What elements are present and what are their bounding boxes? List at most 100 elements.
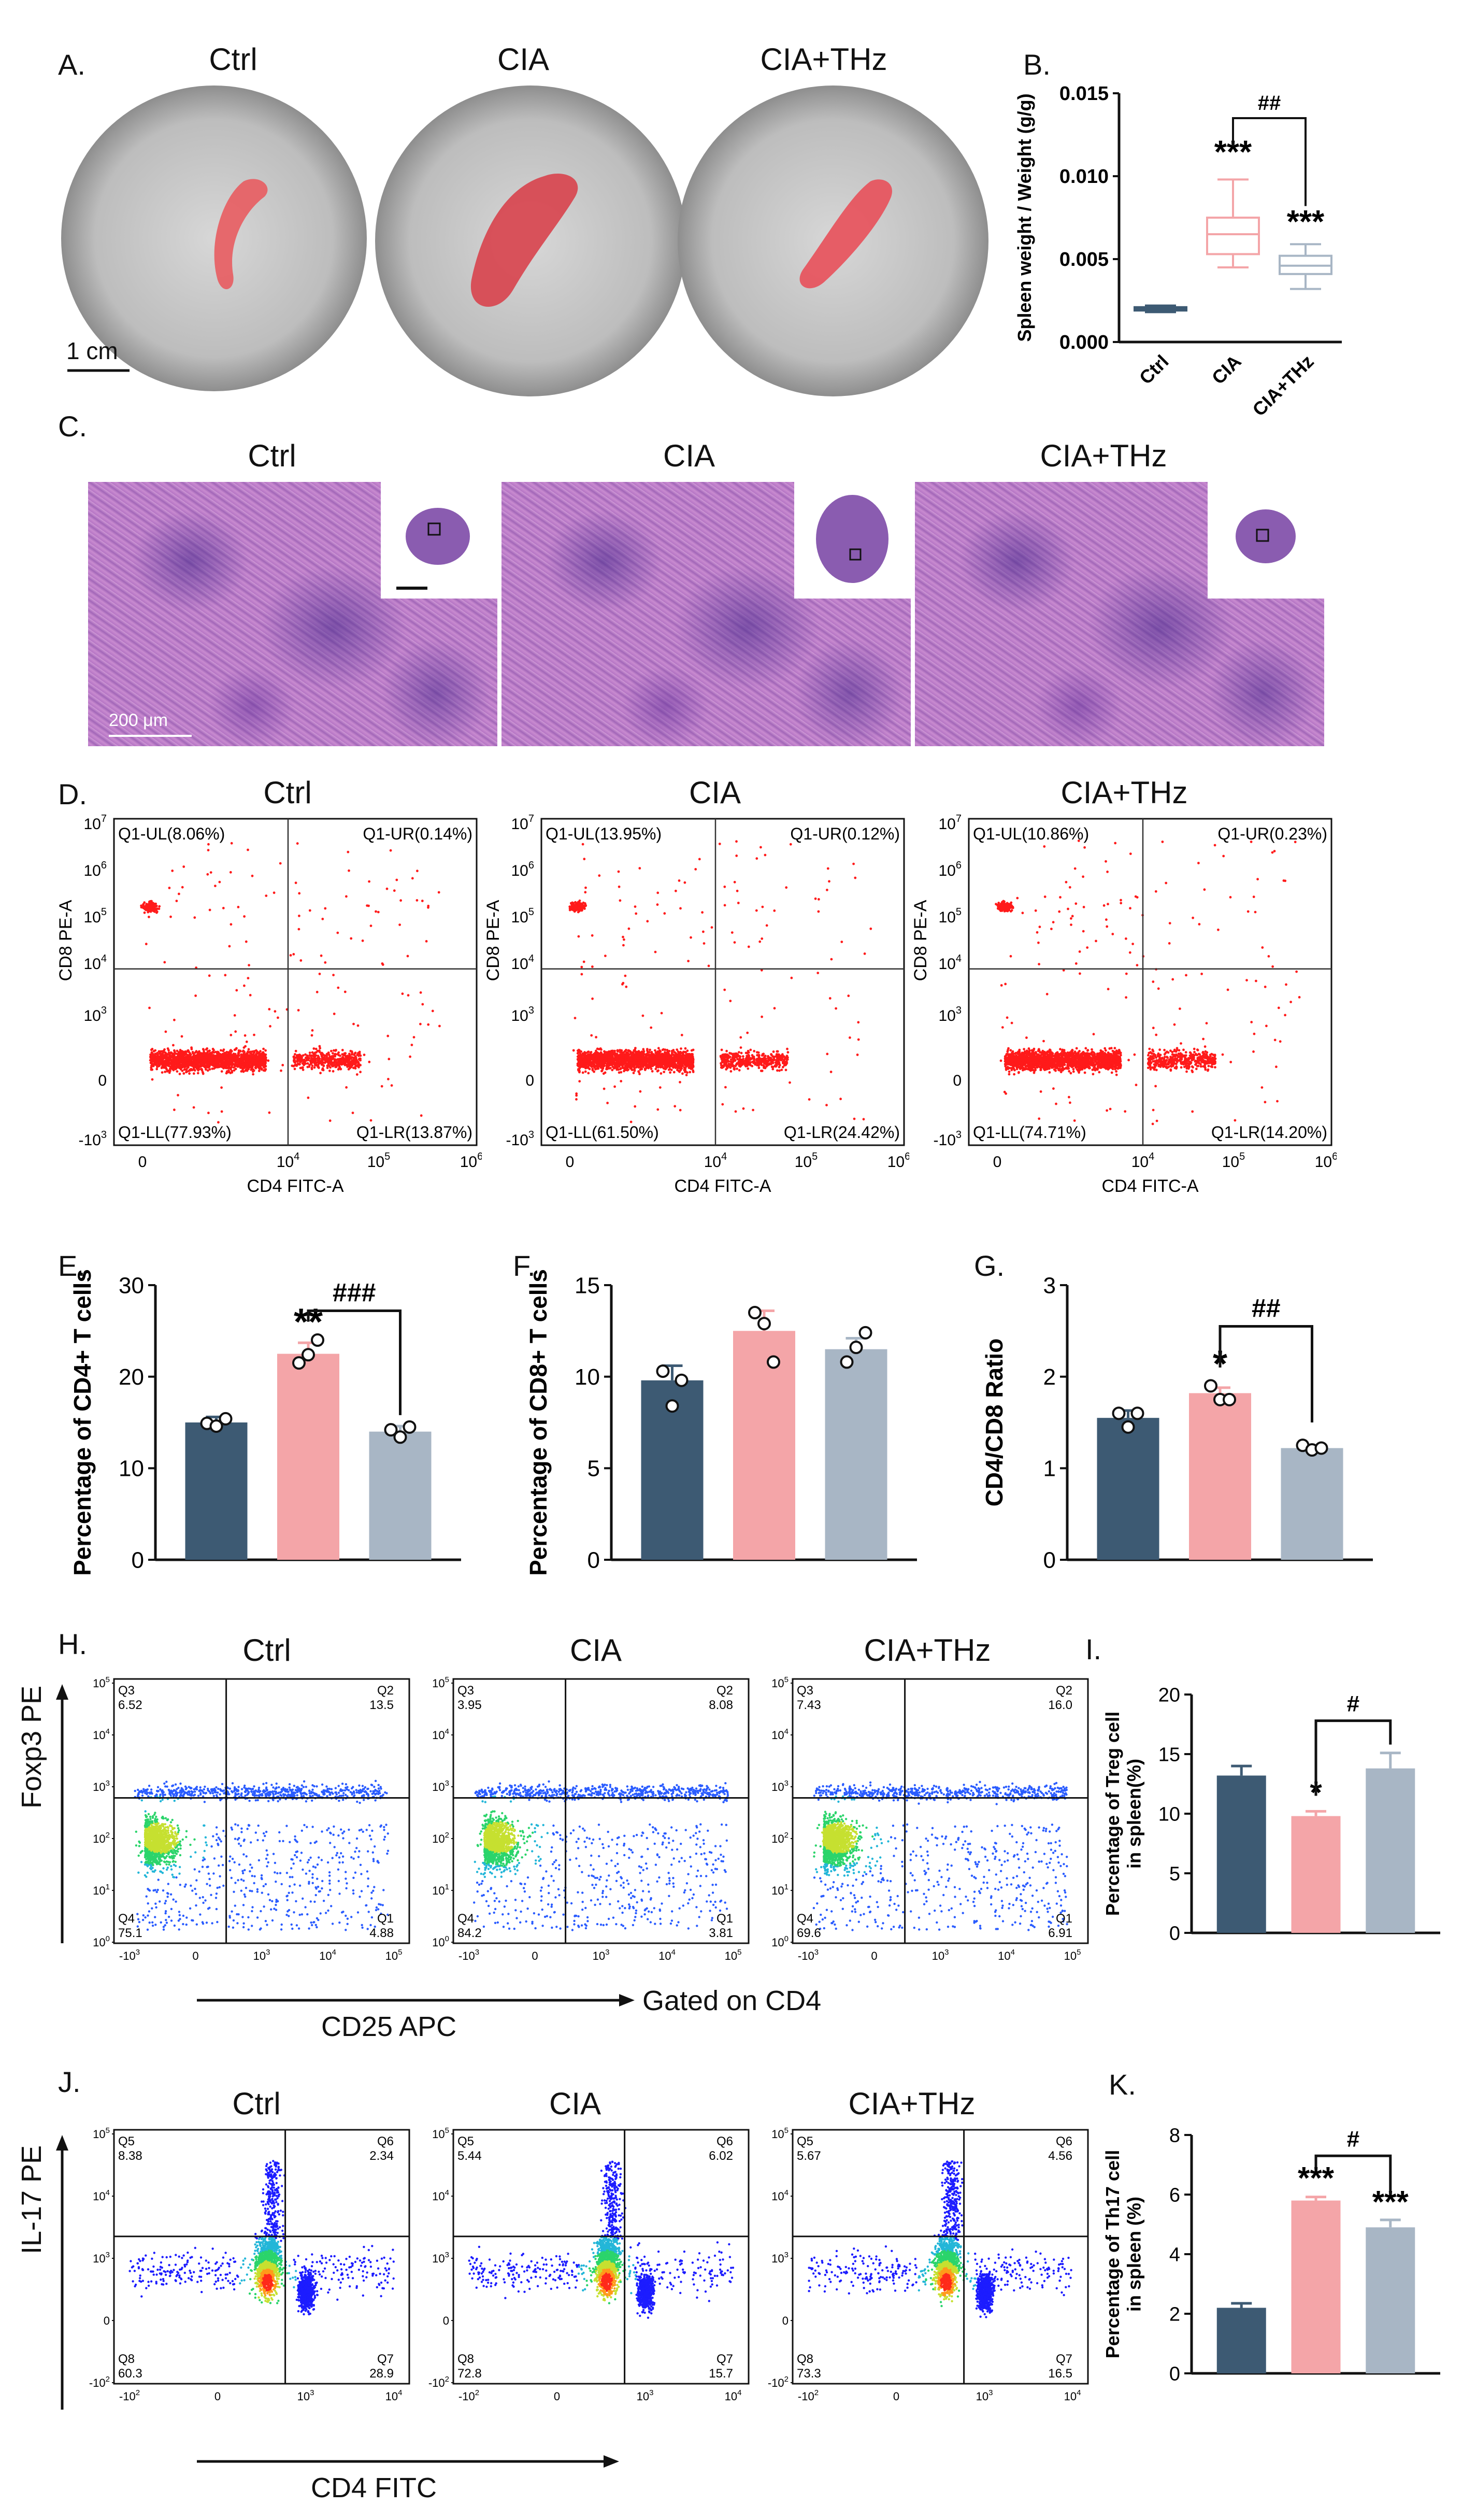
flow-d-cia-thz: Q1-UL(10.86%) Q1-UR(0.23%) Q1-LL(74.71%) Q1… bbox=[911, 813, 1338, 1207]
panel-j-title-cia-thz: CIA+THz bbox=[824, 2086, 1000, 2122]
y-tick-label: 4 bbox=[1169, 2244, 1180, 2266]
x-tick-label: 0 bbox=[993, 1154, 1002, 1171]
data-point bbox=[840, 1355, 854, 1369]
data-point bbox=[748, 1306, 762, 1319]
y-tick-label: 104 bbox=[84, 953, 107, 973]
panel-label-g: G. bbox=[974, 1249, 1005, 1283]
y-tick-label: 105 bbox=[84, 906, 107, 926]
histology-inset-cia-thz bbox=[1208, 482, 1324, 599]
bar bbox=[1291, 1816, 1341, 1933]
y-tick-label: 10 bbox=[1158, 1803, 1180, 1825]
y-tick-label: 1 bbox=[1043, 1456, 1056, 1482]
y-tick-label: 2 bbox=[1169, 2303, 1180, 2325]
x-tick-label: 103 bbox=[976, 2388, 993, 2403]
x-tick-label: 0 bbox=[871, 1949, 877, 1962]
histology-cia-thz bbox=[915, 482, 1324, 746]
significance-bracket bbox=[307, 1309, 402, 1415]
x-tick-label: CIA+THz bbox=[1248, 351, 1317, 420]
quadrant-ur: Q1-UR(0.23%) bbox=[1217, 824, 1327, 843]
y-tick-label: 103 bbox=[84, 1005, 107, 1024]
quadrant-ur-value: 16.0 bbox=[1048, 1698, 1072, 1712]
x-axis-label: CD4 FITC-A bbox=[675, 1176, 771, 1196]
quadrant-ur-value: 8.08 bbox=[709, 1698, 733, 1712]
significance-hash: # bbox=[1347, 1691, 1359, 1717]
chart-f-bar: 0 5 10 15 Percentage of CD8+ T cells bbox=[525, 1269, 917, 1576]
x-axis-label: CD4 FITC-A bbox=[1102, 1176, 1199, 1196]
panel-d-title-ctrl: Ctrl bbox=[223, 775, 352, 810]
quadrant-lr: Q1-LR(24.42%) bbox=[784, 1123, 900, 1142]
x-tick-label: 104 bbox=[704, 1151, 727, 1171]
flow-dots bbox=[140, 842, 441, 1124]
plot-frame bbox=[452, 1678, 750, 1944]
y-axis-label: CD8 PE-A bbox=[57, 900, 76, 981]
y-tick-label: 0 bbox=[98, 1072, 107, 1089]
spleen-images bbox=[67, 173, 892, 372]
quadrant-ul: Q1-UL(13.95%) bbox=[546, 824, 662, 843]
quadrant-lr-name: Q7 bbox=[1056, 2352, 1072, 2366]
y-tick-label: 105 bbox=[771, 2126, 789, 2141]
data-point bbox=[302, 1348, 315, 1362]
significance-bracket bbox=[1314, 1719, 1392, 1796]
plot-frame bbox=[452, 2129, 750, 2385]
quadrant-ul: Q1-UL(8.06%) bbox=[118, 824, 225, 843]
y-tick-label: 0 bbox=[953, 1072, 962, 1089]
y-tick-label: 20 bbox=[1158, 1684, 1180, 1706]
quadrant-ur-name: Q6 bbox=[377, 2134, 394, 2148]
panel-label-f: F. bbox=[513, 1249, 536, 1283]
quadrant-ul-value: 3.95 bbox=[457, 1698, 482, 1712]
y-tick-label: 3 bbox=[1043, 1273, 1056, 1298]
quadrant-ll-name: Q4 bbox=[457, 1912, 474, 1926]
panel-label-e: E. bbox=[58, 1249, 85, 1283]
y-tick-label: 15 bbox=[575, 1273, 600, 1298]
y-axis-label-line: in spleen(%) bbox=[1123, 1759, 1144, 1869]
data-point bbox=[849, 1341, 863, 1355]
histology-inset-cia bbox=[794, 482, 911, 599]
y-tick-label: 106 bbox=[84, 860, 107, 879]
significance-stars: ** bbox=[294, 1301, 323, 1343]
flow-j-cia: Q5 5.44 Q6 6.02 Q8 72.8 Q7 15.7 105 104 103 0 -102 -1… bbox=[422, 2125, 754, 2415]
x-tick-label: 104 bbox=[277, 1151, 300, 1171]
y-axis-label: Percentage of CD8+ T cells bbox=[525, 1269, 552, 1576]
y-tick-label: 15 bbox=[1158, 1744, 1180, 1766]
data-point bbox=[1130, 1406, 1144, 1420]
significance-hash: ## bbox=[1258, 92, 1281, 115]
data-point bbox=[1314, 1441, 1328, 1455]
x-tick-label: 0 bbox=[566, 1154, 575, 1171]
data-point bbox=[219, 1412, 233, 1426]
quadrant-ul: Q1-UL(10.86%) bbox=[973, 824, 1089, 843]
y-axis-label-line: Percentage of Treg cell bbox=[1102, 1712, 1123, 1916]
panel-label-a: A. bbox=[58, 48, 85, 81]
flow-d-ctrl: Q1-UL(8.06%) Q1-UR(0.14%) Q1-LL(77.93%) Q1-… bbox=[56, 813, 483, 1207]
plot-frame bbox=[113, 1678, 410, 1944]
y-tick-label: 107 bbox=[84, 814, 107, 833]
x-tick-label: CIA bbox=[1208, 351, 1245, 389]
y-axis-label: Percentage of CD4+ T cells bbox=[69, 1269, 96, 1576]
y-axis-label: CD8 PE-A bbox=[912, 900, 930, 981]
y-tick-label: 0 bbox=[1169, 2363, 1180, 2385]
y-tick-label: 0.015 bbox=[1059, 83, 1109, 105]
data-point bbox=[393, 1430, 407, 1444]
quadrant-lr-value: 6.91 bbox=[1048, 1926, 1072, 1940]
chart-e-bar: 0 10 20 30 Percentage of CD4+ T cells ** ### bbox=[69, 1269, 461, 1576]
y-tick-label: 8 bbox=[1169, 2125, 1180, 2146]
quadrant-ll-value: 72.8 bbox=[457, 2367, 482, 2381]
plot-frame bbox=[113, 2129, 410, 2385]
significance-bracket bbox=[1314, 2154, 1392, 2195]
bar bbox=[1291, 2200, 1341, 2373]
flow-d-cia: Q1-UL(13.95%) Q1-UR(0.12%) Q1-LL(61.50%) Q1… bbox=[483, 813, 910, 1207]
data-point bbox=[1204, 1379, 1217, 1393]
quadrant-ll-name: Q8 bbox=[457, 2352, 474, 2366]
y-tick-label: -103 bbox=[934, 1129, 962, 1149]
data-point bbox=[767, 1355, 780, 1369]
data-point bbox=[675, 1373, 689, 1387]
quadrant-ll-value: 84.2 bbox=[457, 1926, 482, 1940]
quadrant-ur: Q1-UR(0.12%) bbox=[790, 824, 900, 843]
y-tick-label: 107 bbox=[939, 814, 962, 833]
bar bbox=[1366, 1768, 1415, 1933]
data-point bbox=[1112, 1406, 1126, 1420]
quadrant-ll-name: Q4 bbox=[118, 1912, 135, 1926]
quadrant-ul-value: 6.52 bbox=[118, 1698, 142, 1712]
y-tick-label: 0 bbox=[782, 2314, 789, 2327]
y-axis-label: Percentage of Th17 cellin spleen (%) bbox=[1102, 2150, 1144, 2358]
panel-label-k: K. bbox=[1109, 2068, 1136, 2101]
